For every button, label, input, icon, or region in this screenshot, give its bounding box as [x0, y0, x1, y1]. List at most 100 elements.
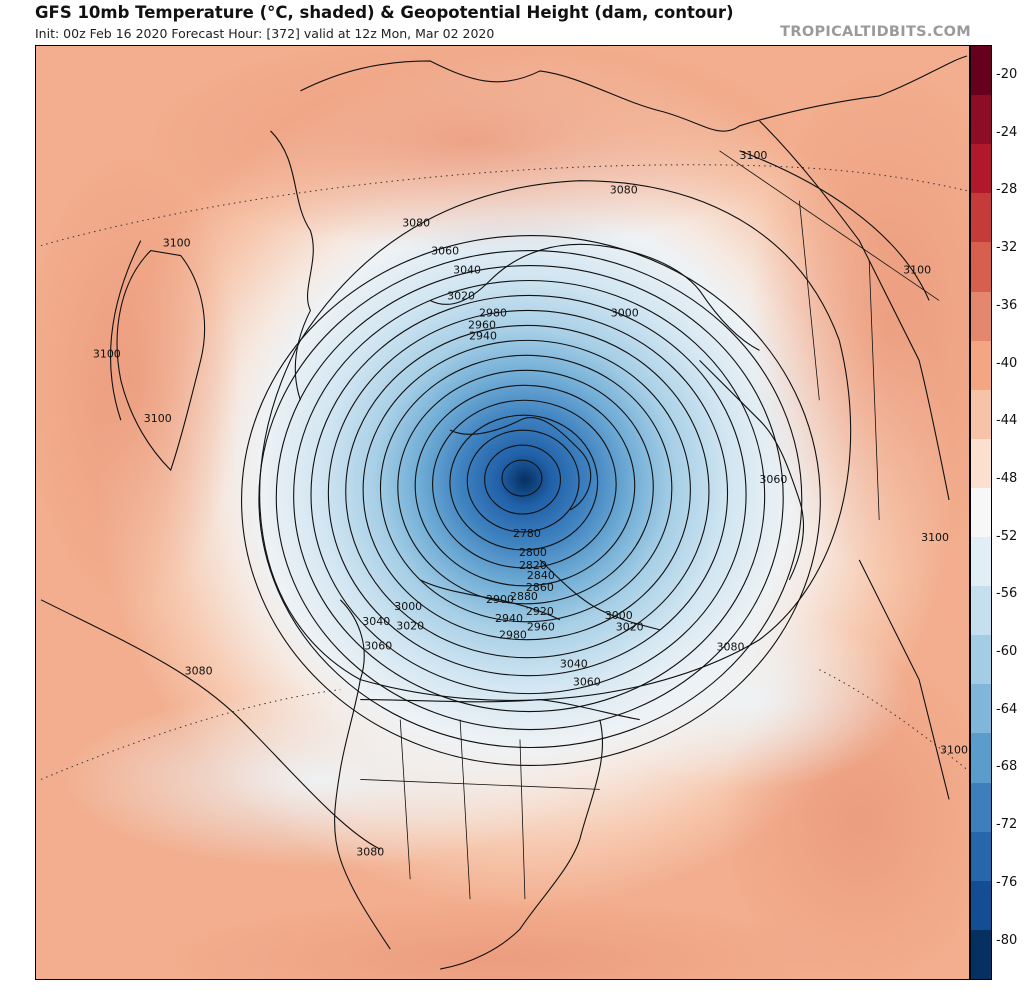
coastlines: [116, 55, 968, 970]
label-3000-arctic: 3000: [611, 306, 639, 319]
colorbar-segment: [971, 389, 991, 440]
label-3000-baffin: 3000: [394, 600, 422, 613]
colorbar-tick-label: -40: [996, 355, 1018, 371]
warm-anomaly-atlantic: [36, 150, 241, 610]
height-contour: [258, 250, 803, 749]
colorbar-tick-label: -68: [996, 759, 1018, 775]
colorbar-tick-label: -24: [996, 124, 1018, 140]
label-3100-pacific: 3100: [940, 743, 968, 756]
label-3100-asia: 3100: [921, 531, 949, 544]
colorbar-tick-label: -56: [996, 586, 1018, 602]
colorbar-segment: [971, 487, 991, 539]
label-3100-russia: 3100: [739, 149, 767, 162]
height-contour: [345, 324, 710, 659]
label-2960-arctic: 2960: [468, 318, 496, 331]
label-3000-alaska: 3000: [605, 609, 633, 622]
height-contour: [432, 399, 617, 569]
label-2920-canada: 2920: [526, 605, 554, 618]
colorbar-segment: [971, 880, 991, 931]
label-2780-canada: 2780: [513, 527, 541, 540]
label-2800-canada: 2800: [519, 546, 547, 559]
label-3040-europe: 3040: [453, 264, 481, 277]
colorbar-tick-label: -72: [996, 817, 1018, 833]
label-3080-pacific: 3080: [717, 641, 745, 654]
colorbar-segment: [971, 831, 991, 882]
warm-anomaly-eurasia: [140, 46, 800, 251]
height-contour: [397, 369, 654, 605]
contour-3080-outer: [259, 180, 852, 701]
dotted-parallel-east: [819, 669, 968, 770]
site-credit[interactable]: TROPICALTIDBITS.COM: [780, 24, 971, 40]
height-contour: [327, 309, 729, 677]
colorbar-segment: [971, 635, 991, 686]
chart-subtitle: Init: 00z Feb 16 2020 Forecast Hour: [37…: [35, 26, 495, 41]
label-3100-siberia: 3100: [903, 264, 931, 277]
colorbar-segment: [971, 95, 991, 146]
label-3020-canada: 3020: [396, 620, 424, 633]
label-3060-canada: 3060: [364, 640, 392, 653]
label-2940-arctic: 2940: [469, 329, 497, 342]
label-2900-canada: 2900: [486, 593, 514, 606]
label-2880-canada: 2880: [510, 590, 538, 603]
height-contour: [484, 444, 562, 515]
colorbar-segment: [971, 144, 991, 195]
colorbar-tick-label: -28: [996, 182, 1018, 198]
contour-3080-southwest: [40, 599, 381, 850]
polar-map: 3100 3100 3100 3100 3100 3100 3100 3080 …: [35, 45, 970, 980]
chart-title: GFS 10mb Temperature (°C, shaded) & Geop…: [35, 3, 734, 22]
contour-3100-east: [739, 150, 930, 301]
dotted-parallel-south: [40, 689, 341, 780]
label-3100-atlantic: 3100: [144, 412, 172, 425]
colorbar-segment: [971, 684, 991, 735]
temperature-colorbar: [970, 45, 992, 980]
warm-anomaly-asia: [749, 61, 969, 580]
colorbar-tick-label: -52: [996, 528, 1018, 544]
label-3080-siberia: 3080: [610, 184, 638, 197]
colorbar-tick-label: -64: [996, 701, 1018, 717]
height-contour: [275, 264, 784, 731]
label-3080-europe: 3080: [402, 217, 430, 230]
label-2840-canada: 2840: [527, 569, 555, 582]
colorbar-tick-label: -32: [996, 240, 1018, 256]
label-3080-atlantic: 3080: [185, 665, 213, 678]
height-contour: [379, 354, 673, 623]
colorbar-segment: [971, 291, 991, 342]
colorbar-tick-label: -44: [996, 413, 1018, 429]
colorbar-tick-label: -36: [996, 297, 1018, 313]
colorbar-tick-label: -20: [996, 67, 1018, 82]
colorbar-tick-label: -76: [996, 874, 1018, 890]
colorbar-segment: [971, 193, 991, 244]
height-contour: [293, 279, 766, 713]
label-3020-alaska: 3020: [616, 621, 644, 634]
colorbar-segment: [971, 340, 991, 391]
colorbar-segment: [971, 242, 991, 293]
label-3080-mexico: 3080: [356, 845, 384, 858]
colorbar-segment: [971, 929, 991, 979]
cool-band-northamerica: [60, 689, 580, 870]
contour-labels: 3100 3100 3100 3100 3100 3100 3100 3080 …: [93, 149, 968, 859]
contour-3100-west: [109, 240, 142, 421]
colorbar-tick-label: -60: [996, 644, 1018, 659]
label-2980-canada: 2980: [499, 629, 527, 642]
country-borders: [360, 150, 940, 900]
colorbar-tick-label: -80: [996, 932, 1018, 948]
height-contour: [310, 294, 747, 695]
colorbar-segment: [971, 586, 991, 637]
map-svg: 3100 3100 3100 3100 3100 3100 3100 3080 …: [36, 46, 969, 979]
warm-anomaly-south: [160, 899, 840, 979]
label-3100-greenland: 3100: [163, 237, 191, 250]
height-contour: [501, 459, 543, 497]
label-2860-canada: 2860: [526, 581, 554, 594]
label-3020-europe: 3020: [447, 289, 475, 302]
geopotential-contours: [241, 235, 821, 767]
height-contour: [362, 339, 691, 641]
colorbar-segment: [971, 537, 991, 588]
colorbar-segment: [971, 782, 991, 833]
label-3060-siberia: 3060: [759, 473, 787, 486]
label-2960-canada: 2960: [527, 621, 555, 634]
height-contour: [241, 235, 821, 767]
label-3060-europe: 3060: [431, 245, 459, 258]
label-2940-canada: 2940: [495, 612, 523, 625]
colorbar-segment: [971, 46, 991, 97]
label-2980-arctic: 2980: [479, 306, 507, 319]
